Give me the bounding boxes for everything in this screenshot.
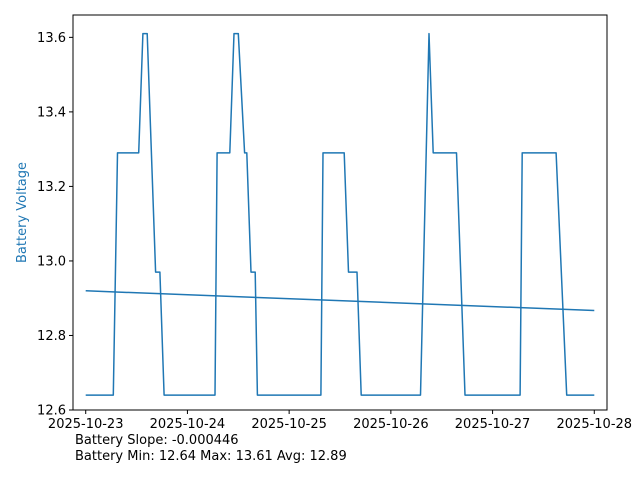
x-tick-label: 2025-10-23 — [48, 417, 124, 432]
x-tick-label: 2025-10-26 — [353, 417, 429, 432]
data-layer — [85, 32, 595, 396]
x-tick-label: 2025-10-27 — [455, 417, 531, 432]
x-tick-label: 2025-10-28 — [557, 417, 633, 432]
x-tick-label: 2025-10-25 — [251, 417, 327, 432]
y-tick-label: 13.4 — [37, 105, 66, 120]
slope-stat: Battery Slope: -0.000446 — [75, 433, 239, 448]
y-tick-label: 12.6 — [37, 404, 66, 419]
x-tick-label: 2025-10-24 — [150, 417, 226, 432]
plot-frame — [72, 14, 608, 411]
voltage-series-line — [85, 32, 595, 396]
trend-line — [85, 290, 595, 312]
range-stat: Battery Min: 12.64 Max: 13.61 Avg: 12.89 — [75, 449, 347, 464]
y-tick-label: 13.6 — [37, 31, 66, 46]
y-tick-label: 12.8 — [37, 329, 66, 344]
y-axis-label: Battery Voltage — [15, 162, 30, 263]
y-tick-label: 13.2 — [37, 180, 66, 195]
axes-layer: 12.6 12.8 13.0 13.2 13.4 13.6 2025-10-23 2025-1… — [37, 31, 632, 432]
y-tick-label: 13.0 — [37, 254, 66, 269]
